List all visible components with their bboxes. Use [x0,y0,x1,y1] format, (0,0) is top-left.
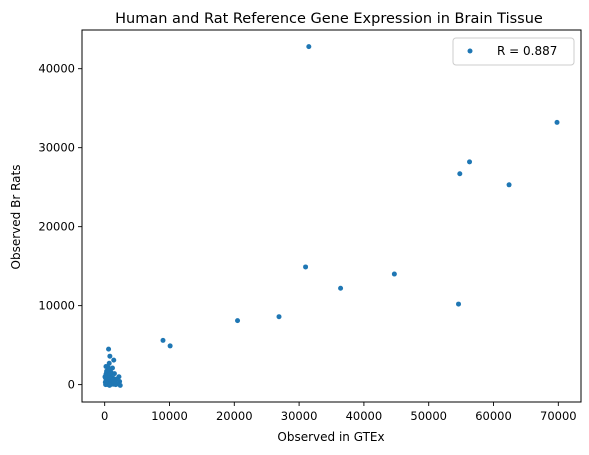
y-axis-ticks: 0 10000 20000 30000 40000 [38,62,82,392]
x-tick-label: 50000 [410,409,447,423]
legend: R = 0.887 [452,37,575,66]
x-tick-label: 0 [101,409,108,423]
chart-title: Human and Rat Reference Gene Expression … [115,11,543,27]
y-axis-label: Observed Br Rats [9,165,23,270]
data-point [276,314,282,320]
y-tick-label: 0 [68,378,75,392]
data-point [106,346,112,352]
legend-box [452,37,575,66]
data-point [111,371,117,377]
x-tick-label: 20000 [216,409,253,423]
data-point [167,343,173,349]
x-tick-label: 10000 [151,409,188,423]
data-points [102,44,560,388]
data-point [160,337,166,343]
legend-label: R = 0.887 [497,44,557,58]
plot-frame [81,29,582,403]
data-point [391,271,397,277]
data-point [106,360,112,366]
legend-marker [467,48,473,54]
y-tick-label: 10000 [38,299,75,313]
y-tick-label: 20000 [38,220,75,234]
data-point [506,182,512,188]
data-point [467,159,473,165]
data-point [306,44,312,50]
y-tick-label: 30000 [38,141,75,155]
data-point [117,382,123,388]
data-point [457,171,463,177]
x-tick-label: 30000 [281,409,318,423]
x-axis-label: Observed in GTEx [277,430,384,444]
x-tick-label: 70000 [540,409,577,423]
data-point [456,301,462,307]
data-point [111,378,117,384]
data-point [111,357,117,363]
data-point [554,119,560,125]
data-point [303,264,309,270]
y-tick-label: 40000 [38,62,75,76]
x-tick-label: 60000 [475,409,512,423]
data-point [235,318,241,324]
data-point [107,382,113,388]
x-axis-ticks: 0 10000 20000 30000 40000 50000 60000 70000 [101,402,577,423]
data-point [106,366,112,372]
x-tick-label: 40000 [346,409,383,423]
data-point [338,285,344,291]
data-point [107,353,113,359]
